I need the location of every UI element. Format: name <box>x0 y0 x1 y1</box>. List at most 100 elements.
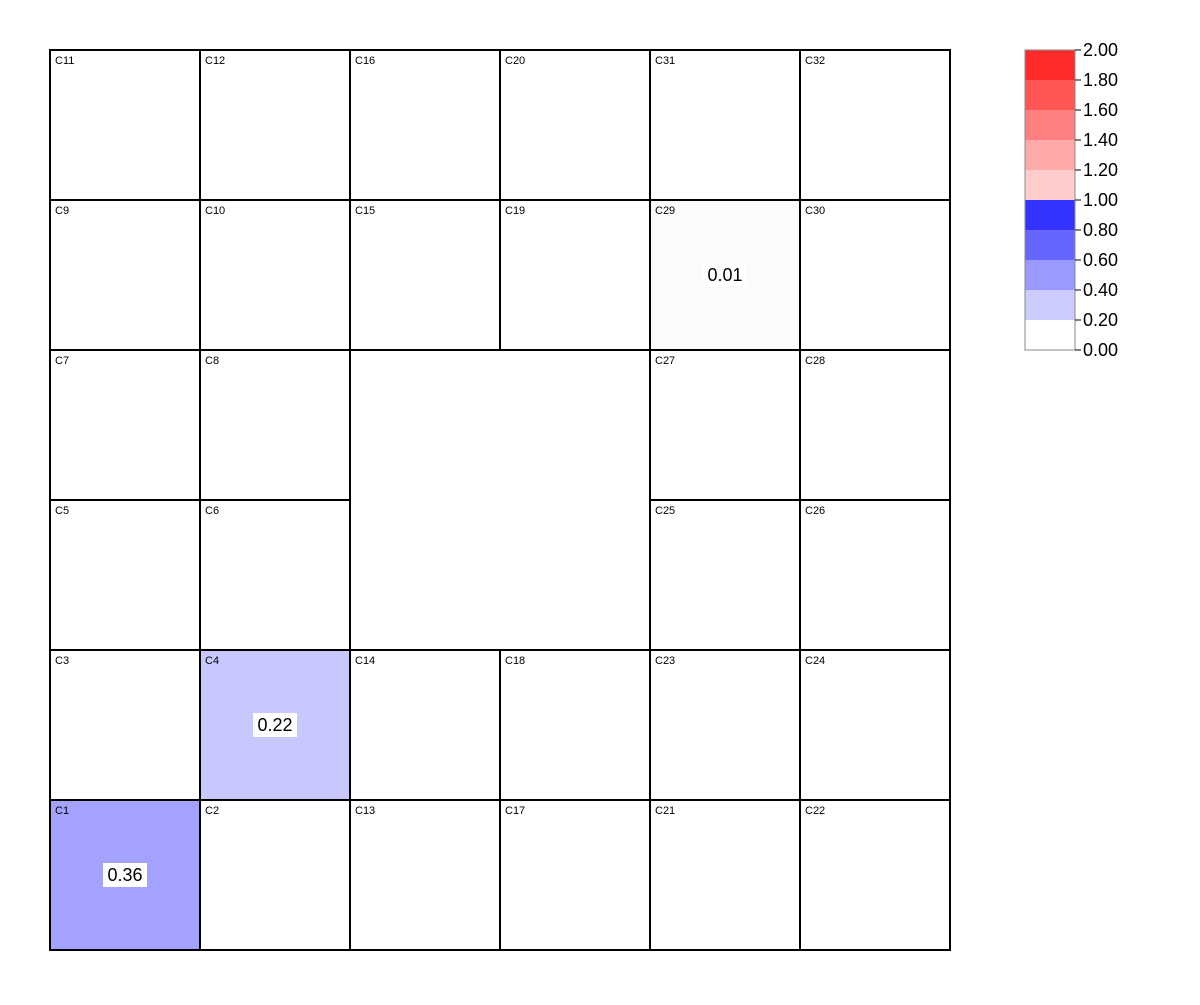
cell-id-label: C23 <box>655 655 675 667</box>
cell-rect <box>199 799 351 951</box>
cell-rect <box>49 649 201 801</box>
heatmap-cell-c10: C10 <box>199 199 351 351</box>
colorbar-tick-label: 0.20 <box>1083 310 1118 330</box>
cell-id-label: C7 <box>55 355 69 367</box>
cell-id-label: C13 <box>355 805 375 817</box>
cell-id-label: C8 <box>205 355 219 367</box>
cell-rect <box>349 799 501 951</box>
cell-rect <box>799 799 951 951</box>
cell-rect <box>199 199 351 351</box>
heatmap-cell-c32: C32 <box>799 49 951 201</box>
heatmap-cell-c1: C1 0.36 <box>49 799 201 951</box>
grid-border <box>49 49 951 951</box>
colorbar-band <box>1025 320 1075 350</box>
heatmap-cell-c31: C31 <box>649 49 801 201</box>
heatmap-cell-c25: C25 <box>649 499 801 651</box>
colorbar-band <box>1025 230 1075 260</box>
colorbar-tick-label: 1.60 <box>1083 100 1118 120</box>
cell-rect <box>799 499 951 651</box>
heatmap-cell-c19: C19 <box>499 199 651 351</box>
cell-id-label: C22 <box>805 805 825 817</box>
cells-layer: C11 C12 C16 C20 C31 C32 C9 C10 C15 C19 C29 0.01 C30 C… <box>49 49 951 951</box>
heatmap-cell-c14: C14 <box>349 649 501 801</box>
cell-rect <box>49 49 201 201</box>
colorbar-band <box>1025 80 1075 110</box>
heatmap-cell-c15: C15 <box>349 199 501 351</box>
cell-id-label: C1 <box>55 805 69 817</box>
cell-rect <box>499 799 651 951</box>
heatmap-cell-c8: C8 <box>199 349 351 501</box>
cell-id-label: C26 <box>805 505 825 517</box>
colorbar-band <box>1025 260 1075 290</box>
cell-rect <box>349 199 501 351</box>
cell-value-bg <box>703 263 747 287</box>
cell-rect <box>349 49 501 201</box>
cell-rect <box>349 649 501 801</box>
cell-id-label: C4 <box>205 655 219 667</box>
heatmap-cell-c13: C13 <box>349 799 501 951</box>
cell-id-label: C3 <box>55 655 69 667</box>
cell-rect <box>199 49 351 201</box>
heatmap-cell-c23: C23 <box>649 649 801 801</box>
cell-id-label: C28 <box>805 355 825 367</box>
heatmap-cell-c21: C21 <box>649 799 801 951</box>
colorbar-tick-label: 1.40 <box>1083 130 1118 150</box>
cell-rect <box>799 349 951 501</box>
colorbar-band <box>1025 200 1075 230</box>
cell-rect <box>199 349 351 501</box>
colorbar-tick-label: 0.00 <box>1083 340 1118 360</box>
cell-rect <box>649 49 801 201</box>
cell-rect <box>799 199 951 351</box>
colorbar-band <box>1025 110 1075 140</box>
cell-id-label: C6 <box>205 505 219 517</box>
cell-id-label: C11 <box>55 55 74 67</box>
heatmap-cell-c24: C24 <box>799 649 951 801</box>
cell-rect <box>499 49 651 201</box>
cell-rect <box>649 649 801 801</box>
cell-rect <box>199 499 351 651</box>
heatmap-cell-c17: C17 <box>499 799 651 951</box>
cell-id-label: C9 <box>55 205 69 217</box>
heatmap-cell-c3: C3 <box>49 649 201 801</box>
colorbar: 0.00 0.20 0.40 0.60 0.80 1.00 1.20 1.40 1.60 1.80… <box>1024 40 1118 360</box>
heatmap-cell-c6: C6 <box>199 499 351 651</box>
cell-rect <box>49 349 201 501</box>
heatmap-cell-c28: C28 <box>799 349 951 501</box>
cell-id-label: C12 <box>205 55 225 67</box>
colorbar-band <box>1025 170 1075 200</box>
cell-id-label: C17 <box>505 805 525 817</box>
cell-id-label: C30 <box>805 205 825 217</box>
cell-id-label: C24 <box>805 655 825 667</box>
cell-rect <box>49 499 201 651</box>
colorbar-tick-label: 1.20 <box>1083 160 1118 180</box>
cell-id-label: C14 <box>355 655 375 667</box>
cell-id-label: C20 <box>505 55 525 67</box>
heatmap-cell-c4: C4 0.22 <box>199 649 351 801</box>
cell-value-bg <box>253 713 297 737</box>
heatmap-cell-c5: C5 <box>49 499 201 651</box>
colorbar-band <box>1025 290 1075 320</box>
colorbar-band <box>1025 140 1075 170</box>
heatmap-cell-c12: C12 <box>199 49 351 201</box>
cell-id-label: C21 <box>655 805 675 817</box>
heatmap-cell-c18: C18 <box>499 649 651 801</box>
heatmap-cell-c7: C7 <box>49 349 201 501</box>
cell-rect <box>799 49 951 201</box>
heatmap-cell-c20: C20 <box>499 49 651 201</box>
cell-id-label: C10 <box>205 205 225 217</box>
cell-id-label: C16 <box>355 55 375 67</box>
cell-id-label: C15 <box>355 205 375 217</box>
heatmap-cell-c27: C27 <box>649 349 801 501</box>
heatmap-cell-c26: C26 <box>799 499 951 651</box>
cell-id-label: C5 <box>55 505 69 517</box>
colorbar-tick-label: 2.00 <box>1083 40 1118 60</box>
cell-value-label: 0.36 <box>107 865 142 885</box>
cell-rect <box>649 349 801 501</box>
cell-id-label: C29 <box>655 205 675 217</box>
colorbar-tick-label: 1.80 <box>1083 70 1118 90</box>
cell-rect <box>799 649 951 801</box>
heatmap-cell-c29: C29 0.01 <box>649 199 801 351</box>
cell-id-label: C32 <box>805 55 825 67</box>
